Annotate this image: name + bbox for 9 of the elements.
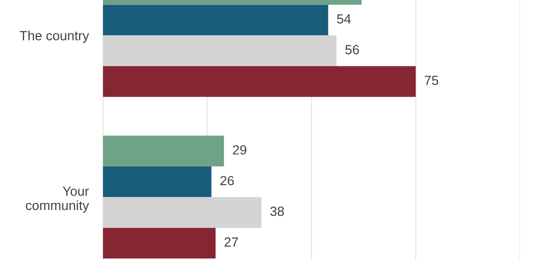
data-label: 54 [337, 14, 351, 24]
data-label: 56 [345, 44, 359, 54]
data-label: 75 [424, 76, 438, 86]
data-label: 27 [224, 237, 238, 247]
data-label: 38 [270, 206, 284, 216]
y-tick-label: Your community [26, 186, 90, 213]
data-label: 29 [232, 145, 246, 155]
y-tick-label: The country [20, 30, 90, 43]
data-label: 26 [220, 176, 234, 186]
